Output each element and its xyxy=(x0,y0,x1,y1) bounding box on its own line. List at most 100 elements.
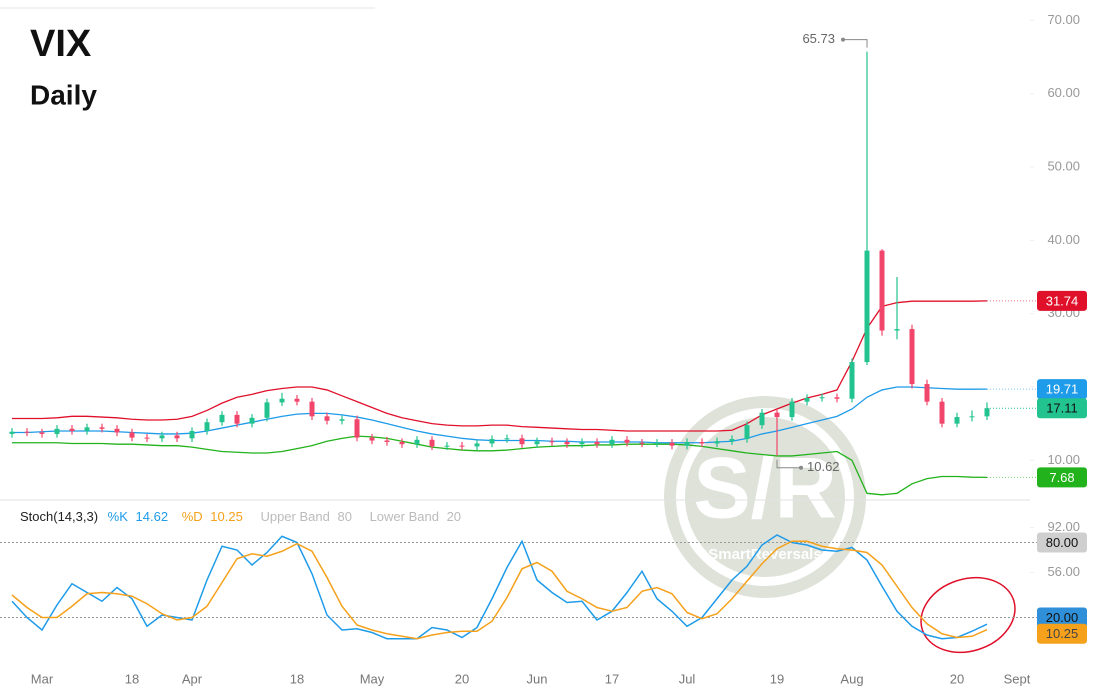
candle-body xyxy=(204,422,210,431)
price-tag-label: 17.11 xyxy=(1046,401,1078,416)
stoch-line xyxy=(11,534,988,640)
x-tick-label: Sept xyxy=(1004,671,1031,686)
x-tick-label: Mar xyxy=(31,671,54,686)
candle-body xyxy=(399,442,405,445)
candle-body xyxy=(99,427,105,429)
candle-body xyxy=(189,431,195,439)
legend-lower-value: 20 xyxy=(447,509,461,524)
annotation-leader xyxy=(776,459,801,469)
candle-body xyxy=(969,416,975,418)
price-tag xyxy=(1037,467,1087,488)
watermark-ring xyxy=(664,396,866,598)
candle-body xyxy=(804,398,810,402)
y-tick-label: 40.00 xyxy=(1047,232,1080,247)
legend-k-name: %K xyxy=(108,509,129,524)
x-tick-label: 19 xyxy=(770,671,784,686)
candle-body xyxy=(39,432,45,434)
candle-body xyxy=(699,442,705,444)
x-tick-label: Jul xyxy=(679,671,696,686)
candle-body xyxy=(234,414,240,424)
band-line xyxy=(12,435,988,496)
candle-body xyxy=(294,398,300,402)
candle-body xyxy=(354,419,360,438)
candle-body xyxy=(414,439,420,445)
candle-body xyxy=(309,401,315,417)
candle-body xyxy=(714,441,720,444)
x-tick-label: Apr xyxy=(182,671,203,686)
candle-body xyxy=(174,435,180,439)
candle-body xyxy=(609,439,615,445)
candle-body xyxy=(594,442,600,445)
candle-body xyxy=(789,401,795,418)
candle-body xyxy=(549,441,555,443)
candle-body xyxy=(54,428,60,434)
candle-body xyxy=(369,437,375,441)
legend-upper-name: Upper Band xyxy=(260,509,329,524)
y-tick-label: 60.00 xyxy=(1047,85,1080,100)
x-tick-label: Aug xyxy=(840,671,863,686)
candle-body xyxy=(534,441,540,445)
x-tick-label: May xyxy=(360,671,385,686)
watermark-disc xyxy=(685,417,845,577)
candle-body xyxy=(954,417,960,424)
stoch-legend: Stoch(14,3,3) %K 14.62 %D 10.25 Upper Ba… xyxy=(20,509,461,524)
watermark-text: SmartReversals xyxy=(708,546,821,563)
candle-body xyxy=(924,384,930,402)
band-tag xyxy=(1037,607,1087,628)
candle-body xyxy=(474,443,480,447)
y-tick-label: 50.00 xyxy=(1047,158,1080,173)
watermark-logo: S/R xyxy=(693,441,836,537)
candle-body xyxy=(579,442,585,445)
candle-body xyxy=(264,402,270,418)
y-tick-label: 56.00 xyxy=(1047,564,1080,579)
price-tag-label: 10.25 xyxy=(1046,626,1079,641)
band-line xyxy=(12,300,988,432)
candle-body xyxy=(819,397,825,399)
candle-body xyxy=(759,412,765,426)
band-tag-label: 80.00 xyxy=(1046,535,1079,550)
candle-body xyxy=(339,419,345,421)
low-annotation: 10.62 xyxy=(807,459,840,474)
watermark: S/R SmartReversals xyxy=(664,396,866,598)
x-tick-label: 18 xyxy=(125,671,139,686)
candle-body xyxy=(114,428,120,433)
candle-body xyxy=(219,414,225,423)
x-tick-label: 20 xyxy=(455,671,469,686)
price-tag xyxy=(1037,290,1087,311)
highlight-ellipse xyxy=(920,576,1016,654)
price-tag-label: 31.74 xyxy=(1046,293,1079,308)
candle-body xyxy=(519,438,525,445)
candle-body xyxy=(249,417,255,424)
annotation-dot xyxy=(841,37,845,42)
stoch-line xyxy=(11,540,988,640)
candle-body xyxy=(774,412,780,418)
candle-body xyxy=(384,440,390,442)
y-tick-label: 10.00 xyxy=(1047,452,1080,467)
candle-body xyxy=(864,250,870,363)
candle-body xyxy=(429,439,435,447)
candle-body xyxy=(279,398,285,403)
candle-body xyxy=(684,442,690,446)
high-annotation: 65.73 xyxy=(802,31,835,46)
band-tag xyxy=(1037,532,1087,553)
candle-body xyxy=(9,431,15,434)
candle-body xyxy=(84,427,90,431)
chart-subtitle: Daily xyxy=(30,79,97,110)
annotation-leader xyxy=(843,39,868,48)
candle-body xyxy=(459,445,465,447)
legend-k-value: 14.62 xyxy=(136,509,169,524)
band-tag-label: 20.00 xyxy=(1046,610,1079,625)
candle-body xyxy=(894,329,900,331)
candle-body xyxy=(324,416,330,421)
candle-body xyxy=(849,362,855,399)
candle-body xyxy=(939,401,945,424)
x-tick-label: 17 xyxy=(605,671,619,686)
legend-d-name: %D xyxy=(182,509,203,524)
x-tick-label: 20 xyxy=(950,671,964,686)
legend-d-value: 10.25 xyxy=(210,509,243,524)
candle-body xyxy=(909,329,915,385)
candle-body xyxy=(504,438,510,440)
candle-body xyxy=(654,442,660,444)
candle-body xyxy=(624,439,630,443)
candle-body xyxy=(984,408,990,417)
